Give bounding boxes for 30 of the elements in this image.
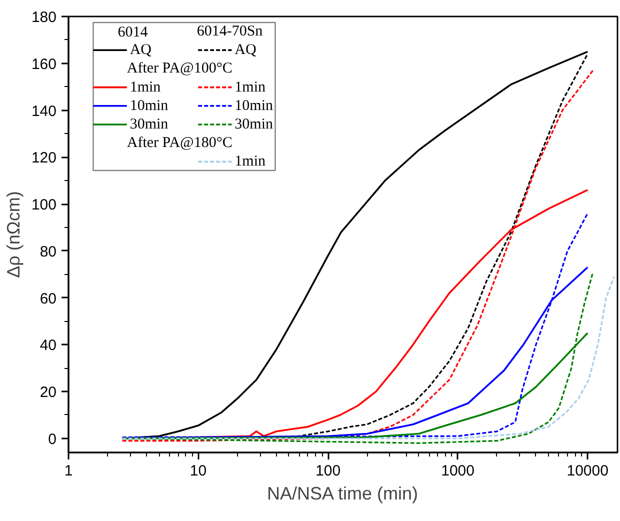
x-tick-label: 10000: [566, 462, 608, 480]
x-tick-label: 100: [316, 462, 341, 480]
legend-label: AQ: [234, 42, 257, 58]
annotation: After PA@180°C: [126, 135, 232, 152]
annotation: After PA@100°C: [126, 60, 232, 77]
y-tick-label: 100: [31, 196, 57, 214]
legend-label: 1min: [234, 79, 266, 96]
annotation: 6014: [118, 24, 148, 40]
y-tick-label: 120: [31, 150, 57, 167]
legend-label: 10min: [130, 98, 169, 114]
legend-label: 30min: [234, 116, 274, 132]
y-tick-label: 80: [40, 243, 57, 260]
legend-label: 30min: [130, 116, 169, 132]
x-tick-label: 1000: [441, 462, 475, 480]
y-tick-label: 0: [48, 430, 56, 448]
y-tick-label: 40: [40, 337, 57, 354]
y-axis-title: Δρ (nΩcm): [3, 191, 24, 278]
y-tick-label: 180: [31, 9, 57, 26]
legend-label: 1min: [234, 154, 266, 170]
x-tick-label: 10: [190, 462, 207, 480]
legend-label: 1min: [130, 79, 162, 96]
y-tick-label: 140: [31, 102, 57, 120]
y-tick-label: 60: [40, 290, 57, 308]
legend-label: AQ: [130, 42, 152, 58]
x-tick-label: 1: [64, 462, 73, 480]
x-axis-title: NA/NSA time (min): [266, 484, 418, 504]
y-tick-label: 20: [40, 384, 57, 402]
legend-label: 10min: [234, 98, 274, 114]
annotation: 6014-70Sn: [196, 24, 264, 40]
y-tick-label: 160: [31, 56, 57, 73]
